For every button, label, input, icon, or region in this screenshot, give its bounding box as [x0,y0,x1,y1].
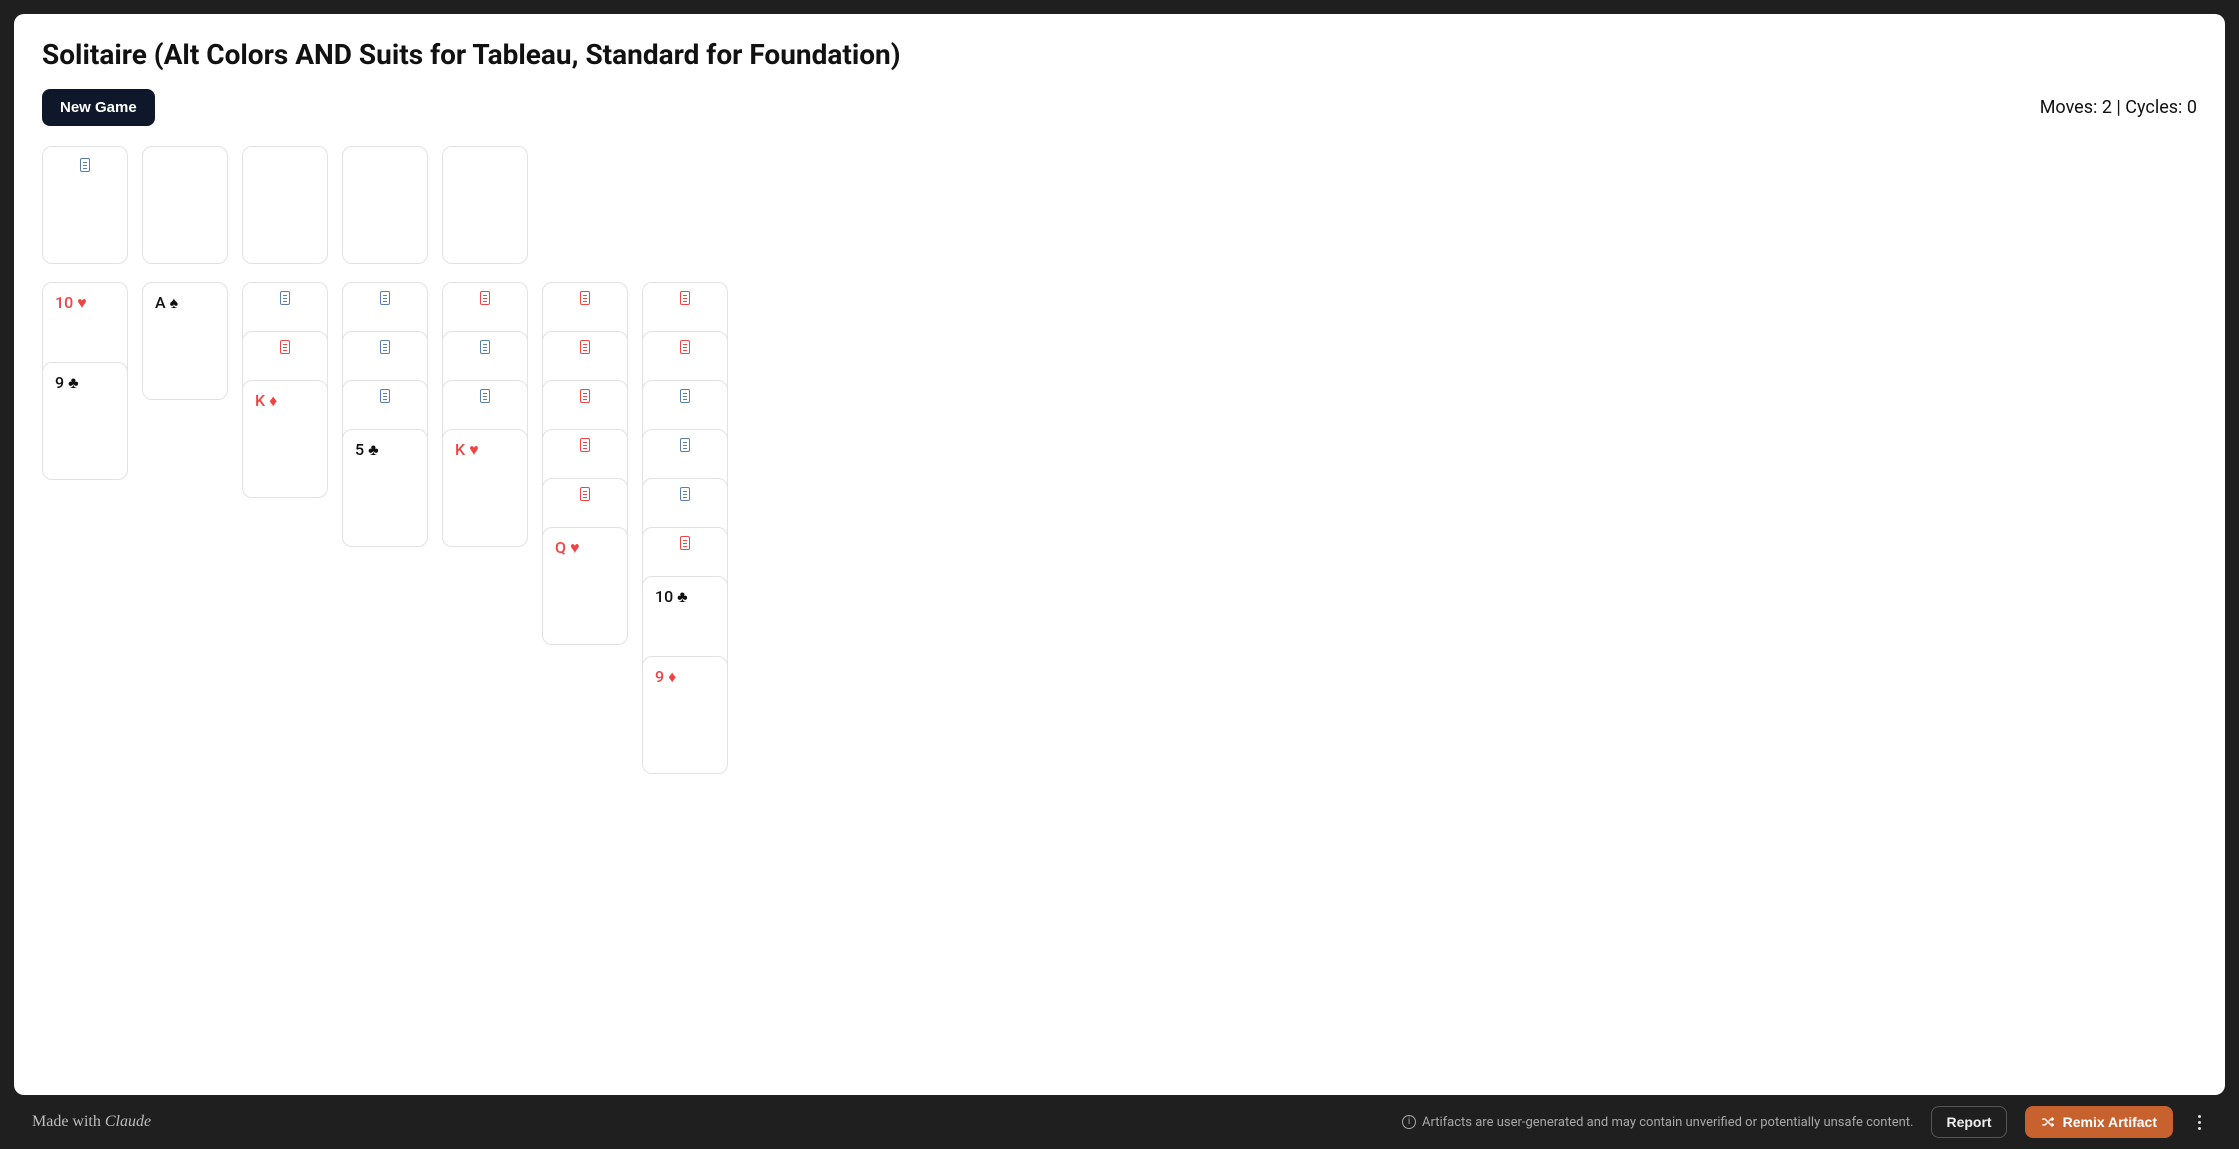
card-label: K ♦ [255,391,277,411]
disclaimer-text: Artifacts are user-generated and may con… [1422,1115,1913,1130]
card-label: Q ♥ [555,538,580,558]
card-label: K ♥ [455,440,479,460]
made-with-label: Made with [32,1113,105,1130]
card-5-clubs[interactable]: 5 ♣ [342,429,428,547]
card-back-icon [680,536,690,550]
card-9-clubs[interactable]: 9 ♣ [42,362,128,480]
outer-frame: Solitaire (Alt Colors AND Suits for Tabl… [0,0,2239,1149]
card-label: 10 ♥ [55,293,87,313]
shuffle-icon [2041,1115,2055,1129]
card-back-icon [380,291,390,305]
status-moves-value: 2 [2102,97,2112,118]
card-label: A ♠ [155,293,178,313]
card-back-icon [580,438,590,452]
card-back-icon [480,291,490,305]
card-label: 10 ♣ [655,587,688,607]
footer-brand: Made with Claude [32,1113,151,1131]
card-label: 9 ♣ [55,373,79,393]
status-cycles-label: Cycles: [2125,97,2187,118]
stock-pile[interactable] [42,146,128,264]
card-back-icon [380,340,390,354]
status-sep: | [2112,97,2125,118]
card-back-icon [680,487,690,501]
footer-bar: Made with Claude i Artifacts are user-ge… [14,1095,2225,1149]
status-moves-label: Moves: [2040,97,2102,118]
card-label: 5 ♣ [355,440,379,460]
tableau-column-3[interactable]: K ♦ [242,282,328,498]
page-title: Solitaire (Alt Colors AND Suits for Tabl… [42,38,2197,71]
footer-right: i Artifacts are user-generated and may c… [1402,1106,2207,1138]
card-back-icon [680,389,690,403]
card-back-icon [680,340,690,354]
card-Q-hearts[interactable]: Q ♥ [542,527,628,645]
card-back-icon [580,389,590,403]
card-back-icon [680,438,690,452]
card-back-icon [80,158,90,172]
report-button[interactable]: Report [1931,1106,2006,1138]
remix-label: Remix Artifact [2063,1114,2157,1130]
remix-artifact-button[interactable]: Remix Artifact [2025,1106,2173,1138]
card-back-icon [580,291,590,305]
card-label: 9 ♦ [655,667,676,687]
card-K-diamonds[interactable]: K ♦ [242,380,328,498]
foundation-slot-1[interactable] [242,146,328,264]
card-back-icon [580,340,590,354]
brand-name: Claude [105,1113,151,1130]
status-text: Moves: 2 | Cycles: 0 [2040,97,2197,118]
card-back-icon [280,291,290,305]
card-back-icon [580,487,590,501]
top-row [42,146,2197,264]
card-back-icon [280,340,290,354]
card-K-hearts[interactable]: K ♥ [442,429,528,547]
card-back-icon [480,389,490,403]
foundation-slot-3[interactable] [442,146,528,264]
app-window: Solitaire (Alt Colors AND Suits for Tabl… [14,14,2225,1095]
info-icon: i [1402,1115,1416,1129]
new-game-button[interactable]: New Game [42,89,155,126]
toolbar: New Game Moves: 2 | Cycles: 0 [42,89,2197,126]
waste-pile[interactable] [142,146,228,264]
foundation-slot-2[interactable] [342,146,428,264]
tableau-column-5[interactable]: K ♥ [442,282,528,547]
tableau-column-2[interactable]: A ♠ [142,282,228,400]
tableau-column-7[interactable]: 10 ♣ 9 ♦ [642,282,728,774]
card-A-spades[interactable]: A ♠ [142,282,228,400]
tableau-column-1[interactable]: 10 ♥ 9 ♣ [42,282,128,480]
tableau-row: 10 ♥ 9 ♣ A ♠ K ♦ 5 ♣ K ♥ Q ♥ 10 ♣ 9 ♦ [42,282,2197,774]
disclaimer: i Artifacts are user-generated and may c… [1402,1115,1913,1130]
more-menu-button[interactable] [2191,1109,2207,1136]
tableau-column-4[interactable]: 5 ♣ [342,282,428,547]
card-9-diamonds[interactable]: 9 ♦ [642,656,728,774]
tableau-column-6[interactable]: Q ♥ [542,282,628,645]
status-cycles-value: 0 [2187,97,2197,118]
card-back-icon [380,389,390,403]
card-back-icon [480,340,490,354]
card-back-icon [680,291,690,305]
